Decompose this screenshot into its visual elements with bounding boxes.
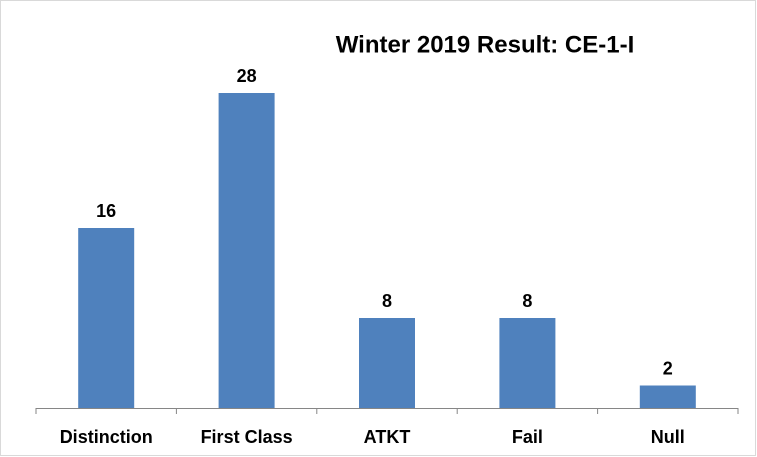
bar bbox=[499, 318, 556, 408]
x-tick-label: ATKT bbox=[364, 427, 411, 447]
bar bbox=[78, 228, 135, 408]
x-tick-label: Fail bbox=[512, 427, 543, 447]
x-tick-label: Distinction bbox=[60, 427, 153, 447]
bar bbox=[639, 385, 696, 408]
data-label: 2 bbox=[663, 358, 673, 378]
data-label: 8 bbox=[522, 291, 532, 311]
x-tick-label: Null bbox=[651, 427, 685, 447]
x-tick-label: First Class bbox=[201, 427, 293, 447]
data-label: 8 bbox=[382, 291, 392, 311]
data-label: 28 bbox=[237, 66, 257, 86]
bar bbox=[218, 93, 275, 408]
chart-title: Winter 2019 Result: CE-1-I bbox=[336, 31, 635, 58]
data-label: 16 bbox=[96, 201, 116, 221]
bar bbox=[359, 318, 415, 408]
